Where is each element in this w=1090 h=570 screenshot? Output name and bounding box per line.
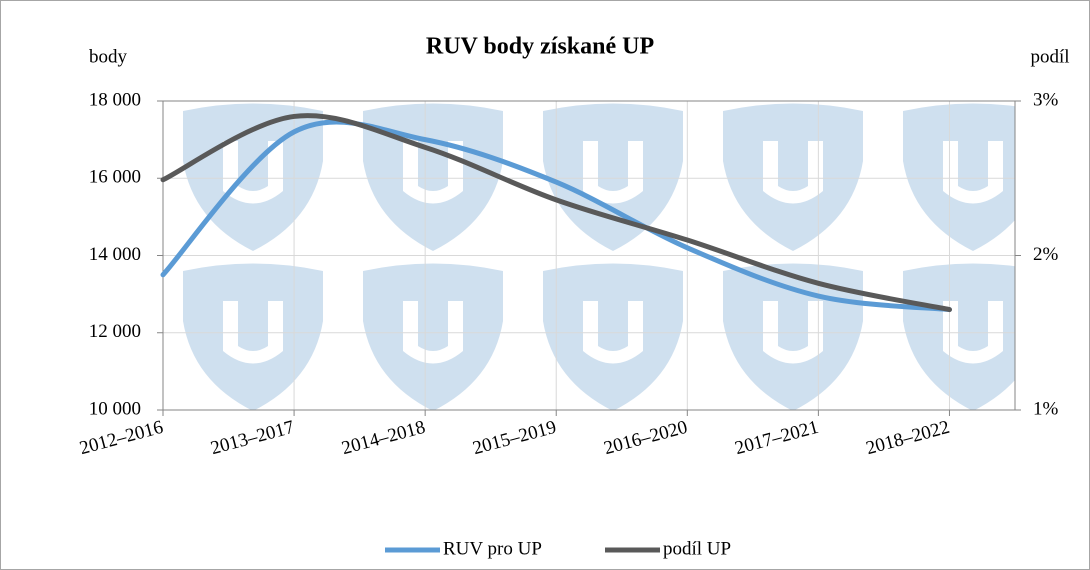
y-axis-label: body (89, 46, 128, 67)
chart-title: RUV body získané UP (426, 34, 654, 60)
plot-border (162, 100, 1016, 411)
legend-label: RUV pro UP (443, 538, 542, 559)
line-series (160, 119, 952, 313)
y2-tick-label: 1% (1033, 398, 1059, 419)
legend-label: podíl UP (663, 538, 731, 559)
y-tick-label: 16 000 (89, 167, 141, 188)
y2-tick-label: 2% (1033, 244, 1059, 265)
y-tick-label: 12 000 (89, 321, 141, 342)
y-tick-label: 10 000 (89, 398, 141, 419)
y-tick-label: 14 000 (89, 244, 141, 265)
y2-axis-label: podíl (1030, 46, 1069, 67)
line-series (160, 113, 952, 313)
y2-tick-label: 3% (1033, 89, 1059, 110)
y-tick-label: 18 000 (89, 89, 141, 110)
